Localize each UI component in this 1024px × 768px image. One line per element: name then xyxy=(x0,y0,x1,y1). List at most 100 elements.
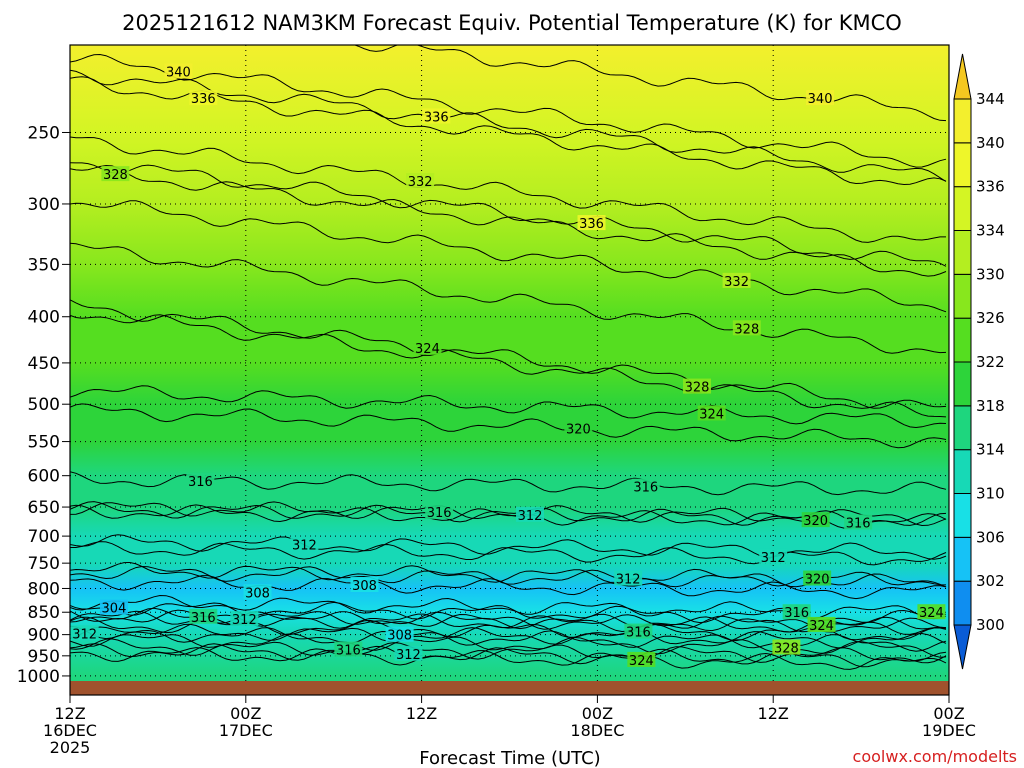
contour-label: 324 xyxy=(627,651,656,669)
colorbar-swatch xyxy=(953,98,972,144)
colorbar-label: 330 xyxy=(976,265,1005,283)
contour-label-text: 324 xyxy=(809,619,834,634)
colorbar-swatch xyxy=(953,230,972,275)
colorbar-swatch xyxy=(953,493,972,538)
contour-label-bg xyxy=(801,512,830,528)
contour-label-bg xyxy=(101,166,130,182)
colorbar-label: 336 xyxy=(976,178,1005,196)
contour-label-text: 332 xyxy=(724,275,749,290)
contour-label-bg xyxy=(290,536,319,552)
contour-label-text: 324 xyxy=(629,654,654,669)
y-tick-label: 900 xyxy=(28,626,60,646)
contour-label-bg xyxy=(806,90,835,106)
y-tick-label: 1000 xyxy=(17,667,60,687)
y-tick-label: 950 xyxy=(28,647,60,667)
contour-label-text: 328 xyxy=(103,168,128,183)
x-axis-title: Forecast Time (UTC) xyxy=(419,748,600,768)
contour-label-text: 320 xyxy=(805,573,830,588)
contour-label-text: 316 xyxy=(846,516,871,531)
contour-label: 312 xyxy=(230,611,259,628)
contour-label-bg xyxy=(385,626,414,642)
contour-label: 320 xyxy=(801,512,830,529)
contour-label-text: 316 xyxy=(626,626,651,641)
contour-label-text: 308 xyxy=(245,586,270,601)
contour-label: 304 xyxy=(99,599,128,617)
contour-label-text: 328 xyxy=(685,381,710,396)
contour-line xyxy=(70,471,947,496)
contour-label-bg xyxy=(189,608,218,624)
contour-label-bg xyxy=(164,63,193,79)
x-tick-label: 12Z xyxy=(54,704,85,723)
contour-label-text: 328 xyxy=(734,322,759,337)
contour-label-bg xyxy=(564,420,593,436)
colorbar-min-triangle xyxy=(953,624,972,670)
contour-line xyxy=(70,136,946,243)
contour-label: 312 xyxy=(70,625,99,642)
contour-line xyxy=(70,162,947,267)
contour-label: 312 xyxy=(394,645,423,663)
colorbar-label: 314 xyxy=(976,441,1005,459)
contour-label-text: 312 xyxy=(232,613,257,628)
contour-line xyxy=(70,565,947,588)
contour-label: 324 xyxy=(697,405,726,423)
contour-label: 332 xyxy=(722,272,751,290)
colorbar-swatch xyxy=(953,449,972,494)
colorbar-label: 326 xyxy=(976,309,1005,327)
contour-label-text: 312 xyxy=(72,627,97,642)
contour-line xyxy=(70,504,947,529)
contour-label-text: 340 xyxy=(808,92,833,107)
contour-label: 328 xyxy=(732,320,761,337)
contour-label-text: 316 xyxy=(336,644,361,659)
contour-label-text: 312 xyxy=(396,648,421,663)
contour-label-bg xyxy=(406,173,435,189)
contour-label: 332 xyxy=(406,173,435,190)
y-tick-label: 250 xyxy=(28,123,60,143)
contour-label-bg xyxy=(425,503,454,519)
contour-label: 312 xyxy=(614,570,643,588)
contour-line xyxy=(70,575,947,600)
contour-label-text: 320 xyxy=(803,514,828,529)
contour-label-text: 308 xyxy=(387,629,412,644)
contour-label-bg xyxy=(697,405,726,421)
contour-line xyxy=(70,403,947,449)
contour-label-bg xyxy=(844,514,873,530)
contour-label: 316 xyxy=(844,514,873,531)
y-tick-label: 700 xyxy=(28,527,60,547)
plot-frame xyxy=(69,44,950,696)
contour-label: 316 xyxy=(334,641,363,659)
contour-line xyxy=(70,200,947,313)
contour-label: 336 xyxy=(577,215,606,232)
contour-label-bg xyxy=(350,577,379,593)
contour-label-text: 312 xyxy=(616,573,641,588)
colorbar-label: 302 xyxy=(976,572,1005,590)
colorbar-swatch xyxy=(953,405,972,451)
contour-line xyxy=(70,647,947,670)
contour-label-text: 336 xyxy=(191,92,216,107)
contour-label-text: 316 xyxy=(191,611,216,626)
contour-label-text: 308 xyxy=(352,579,377,594)
contour-label-bg xyxy=(186,472,215,488)
contour-label: 328 xyxy=(772,639,801,656)
contour-line xyxy=(70,242,947,354)
colorbar-label: 318 xyxy=(976,397,1005,415)
contour-label-bg xyxy=(807,616,836,632)
colorbar-label: 300 xyxy=(976,616,1005,634)
contour-label-bg xyxy=(722,272,751,288)
contour-label-text: 304 xyxy=(102,602,127,617)
contour-label-bg xyxy=(917,604,946,620)
contour-label: 336 xyxy=(422,108,451,125)
x-tick-label: 19DEC xyxy=(922,721,976,740)
contour-line xyxy=(70,541,947,566)
contour-label-bg xyxy=(99,599,128,615)
colorbar-swatch xyxy=(953,273,972,319)
contour-label: 308 xyxy=(385,626,414,644)
contour-label: 320 xyxy=(564,420,593,438)
y-tick-label: 550 xyxy=(28,433,60,453)
contour-line xyxy=(70,53,947,168)
contour-label-bg xyxy=(243,584,272,600)
contour-label-bg xyxy=(772,639,801,655)
contour-label: 324 xyxy=(917,604,946,621)
contour-line xyxy=(70,623,947,649)
